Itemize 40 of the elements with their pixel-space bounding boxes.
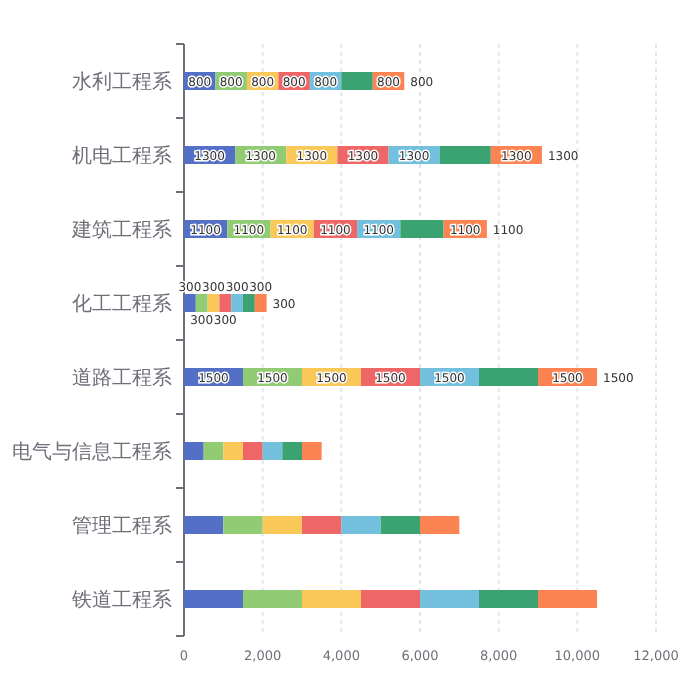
bar	[184, 294, 196, 312]
bar	[380, 516, 420, 534]
bar	[361, 590, 420, 608]
y-tick-label: 电气与信息工程系	[12, 440, 172, 464]
y-tick-label: 铁道工程系	[70, 588, 172, 612]
bar	[231, 294, 243, 312]
bar	[184, 516, 224, 534]
bar	[302, 516, 342, 534]
bar	[282, 442, 302, 460]
y-tick-label: 管理工程系	[72, 514, 172, 538]
bar	[538, 590, 597, 608]
bar	[341, 72, 373, 90]
bar	[254, 294, 267, 312]
bar	[203, 442, 224, 460]
bar	[262, 516, 302, 534]
bar	[184, 590, 243, 608]
y-tick-label: 化工工程系	[72, 292, 172, 316]
bar	[420, 590, 479, 608]
bar	[341, 516, 381, 534]
bar	[479, 368, 538, 386]
bar	[302, 590, 361, 608]
bar	[479, 590, 538, 608]
bar	[439, 146, 491, 164]
bar	[243, 294, 255, 312]
bar	[302, 442, 322, 460]
y-tick-label: 建筑工程系	[70, 218, 172, 242]
y-tick-label: 机电工程系	[72, 144, 172, 168]
bar	[223, 442, 243, 460]
bar	[243, 590, 302, 608]
bar	[219, 294, 232, 312]
bar	[207, 294, 220, 312]
y-tick-label: 水利工程系	[72, 70, 172, 94]
bar	[195, 294, 208, 312]
y-tick-label: 道路工程系	[72, 366, 172, 390]
bar	[223, 516, 263, 534]
bar	[184, 442, 204, 460]
bar	[400, 220, 444, 238]
bar	[243, 442, 263, 460]
bar	[420, 516, 460, 534]
bar	[262, 442, 283, 460]
